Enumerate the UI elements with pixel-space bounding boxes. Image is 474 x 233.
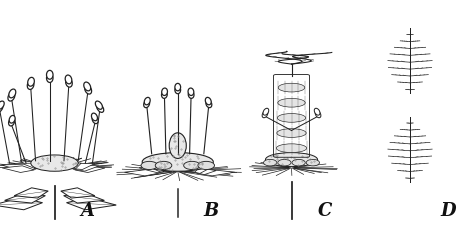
Ellipse shape [276,144,307,153]
Ellipse shape [292,159,305,166]
Ellipse shape [8,92,15,101]
Ellipse shape [162,91,167,98]
Ellipse shape [28,77,34,86]
Ellipse shape [142,153,213,171]
Polygon shape [139,167,164,173]
Ellipse shape [278,159,291,166]
Ellipse shape [265,153,318,167]
Text: D: D [440,202,456,220]
Polygon shape [64,192,104,203]
Ellipse shape [277,129,306,137]
Ellipse shape [278,83,305,92]
Polygon shape [197,170,235,176]
Polygon shape [178,165,189,171]
Polygon shape [125,170,159,176]
Text: B: B [203,202,219,220]
Ellipse shape [97,104,104,112]
Ellipse shape [144,100,150,108]
Ellipse shape [0,101,4,109]
Polygon shape [60,162,71,168]
Polygon shape [5,192,46,203]
Ellipse shape [264,159,277,166]
Ellipse shape [144,97,150,105]
Ellipse shape [9,89,16,98]
Ellipse shape [277,113,306,122]
Ellipse shape [175,83,181,91]
Polygon shape [14,188,48,198]
Ellipse shape [315,111,321,118]
Ellipse shape [92,116,98,124]
Polygon shape [13,163,39,169]
Ellipse shape [188,88,194,96]
Ellipse shape [306,159,319,166]
Polygon shape [75,166,105,172]
Ellipse shape [314,108,320,115]
Polygon shape [36,161,48,167]
Polygon shape [61,188,95,198]
Polygon shape [52,160,65,167]
Ellipse shape [198,161,214,170]
Polygon shape [0,198,42,210]
Ellipse shape [91,113,98,121]
Ellipse shape [141,161,157,170]
Polygon shape [2,166,34,172]
Polygon shape [20,161,43,168]
Polygon shape [191,168,209,173]
Ellipse shape [155,161,172,170]
Text: A: A [81,202,95,220]
Ellipse shape [46,70,53,79]
Ellipse shape [46,74,53,82]
Polygon shape [44,159,57,167]
Ellipse shape [65,75,72,84]
Ellipse shape [175,86,181,94]
Ellipse shape [278,98,305,107]
Ellipse shape [84,82,91,91]
Polygon shape [167,167,179,171]
Ellipse shape [66,78,72,87]
Ellipse shape [206,100,212,108]
Ellipse shape [9,118,15,126]
Polygon shape [157,167,169,172]
Polygon shape [73,164,99,171]
Ellipse shape [85,85,91,94]
Polygon shape [1,164,36,171]
Ellipse shape [9,115,15,123]
Ellipse shape [162,88,167,96]
Polygon shape [186,167,200,172]
Ellipse shape [27,81,34,89]
Polygon shape [66,198,116,210]
Polygon shape [138,168,161,175]
Ellipse shape [262,111,268,118]
Text: C: C [318,202,332,220]
Ellipse shape [95,101,102,109]
Polygon shape [70,163,95,170]
Ellipse shape [0,104,3,112]
Polygon shape [66,163,82,169]
Ellipse shape [188,91,194,98]
Ellipse shape [31,155,78,171]
Ellipse shape [169,133,186,158]
Ellipse shape [205,97,211,105]
Ellipse shape [263,108,269,115]
Ellipse shape [183,161,200,170]
Polygon shape [195,168,216,175]
